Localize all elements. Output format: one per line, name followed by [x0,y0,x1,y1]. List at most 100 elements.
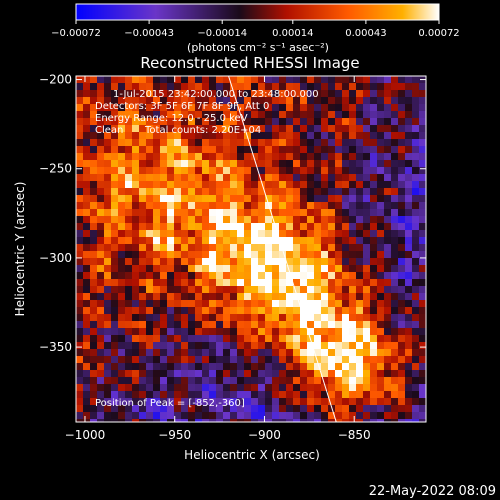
heatmap-cell [160,97,167,104]
heatmap-cell [342,349,349,356]
heatmap-cell [97,279,104,286]
heatmap-cell [174,139,181,146]
heatmap-cell [293,160,300,167]
heatmap-cell [209,349,216,356]
heatmap-cell [125,83,132,90]
heatmap-cell [104,230,111,237]
heatmap-cell [237,223,244,230]
heatmap-cell [272,76,279,83]
heatmap-cell [188,356,195,363]
heatmap-cell [146,132,153,139]
heatmap-cell [370,258,377,265]
heatmap-cell [384,419,391,422]
heatmap-cell [307,391,314,398]
heatmap-cell [419,286,426,293]
heatmap-cell [111,293,118,300]
heatmap-cell [237,181,244,188]
heatmap-cell [223,349,230,356]
heatmap-cell [300,419,307,422]
heatmap-cell [104,286,111,293]
heatmap-cell [174,118,181,125]
heatmap-cell [321,132,328,139]
heatmap-cell [251,286,258,293]
heatmap-cell [146,244,153,251]
heatmap-cell [83,230,90,237]
heatmap-cell [216,307,223,314]
heatmap-cell [258,223,265,230]
heatmap-cell [223,195,230,202]
heatmap-cell [419,328,426,335]
heatmap-cell [209,188,216,195]
heatmap-cell [286,160,293,167]
heatmap-cell [76,83,83,90]
heatmap-cell [279,97,286,104]
heatmap-cell [90,419,97,422]
heatmap-cell [419,307,426,314]
heatmap-cell [223,335,230,342]
heatmap-cell [216,167,223,174]
heatmap-cell [216,195,223,202]
heatmap-cell [419,111,426,118]
heatmap-cell [97,160,104,167]
heatmap-cell [300,153,307,160]
heatmap-cell [125,398,132,405]
heatmap-cell [384,97,391,104]
heatmap-cell [209,223,216,230]
heatmap-cell [286,188,293,195]
heatmap-cell [286,398,293,405]
heatmap-cell [223,209,230,216]
annotation-peak: Position of Peak = [-852,-360] [95,398,245,409]
heatmap-cell [216,251,223,258]
heatmap-cell [195,356,202,363]
heatmap-cell [118,251,125,258]
heatmap-cell [328,412,335,419]
heatmap-cell [97,146,104,153]
heatmap-cell [97,237,104,244]
heatmap-cell [76,377,83,384]
heatmap-cell [230,146,237,153]
heatmap-cell [349,356,356,363]
heatmap-cell [272,321,279,328]
heatmap-cell [132,237,139,244]
heatmap-cell [104,83,111,90]
heatmap-cell [125,349,132,356]
heatmap-cell [279,167,286,174]
heatmap-cell [342,419,349,422]
heatmap-cell [314,363,321,370]
heatmap-cell [314,230,321,237]
heatmap-cell [146,265,153,272]
heatmap-cell [230,349,237,356]
heatmap-cell [153,279,160,286]
heatmap-cell [90,398,97,405]
heatmap-cell [188,272,195,279]
heatmap-cell [370,300,377,307]
heatmap-cell [202,384,209,391]
heatmap-cell [328,349,335,356]
heatmap-cell [286,314,293,321]
heatmap-cell [356,363,363,370]
heatmap-cell [160,181,167,188]
heatmap-cell [398,216,405,223]
heatmap-cell [104,181,111,188]
heatmap-cell [230,328,237,335]
heatmap-cell [160,104,167,111]
heatmap-cell [76,370,83,377]
heatmap-cell [265,363,272,370]
heatmap-cell [223,83,230,90]
heatmap-cell [356,349,363,356]
heatmap-cell [146,160,153,167]
heatmap-cell [328,356,335,363]
heatmap-cell [335,321,342,328]
heatmap-cell [314,335,321,342]
heatmap-cell [139,377,146,384]
heatmap-cell [181,356,188,363]
heatmap-cell [258,391,265,398]
heatmap-cell [174,265,181,272]
heatmap-cell [412,139,419,146]
heatmap-cell [258,132,265,139]
heatmap-cell [335,230,342,237]
heatmap-cell [139,300,146,307]
heatmap-cell [202,342,209,349]
heatmap-cell [391,356,398,363]
heatmap-cell [118,377,125,384]
